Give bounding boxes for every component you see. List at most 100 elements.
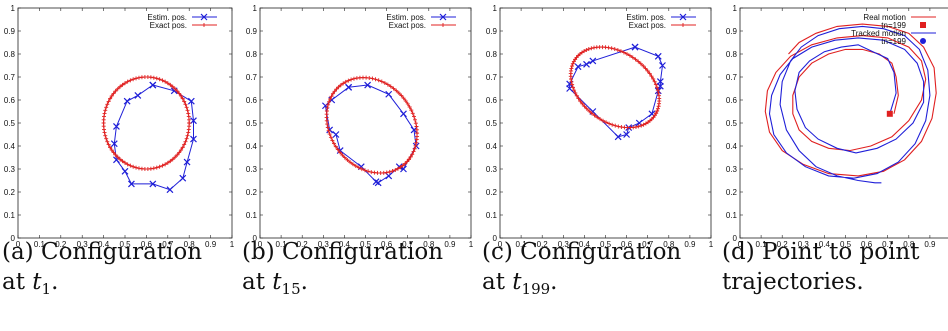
data-point-2 (168, 159, 173, 164)
data-point-1 (623, 131, 631, 138)
data-point-1 (372, 178, 380, 186)
y-tick-label: 0 (733, 234, 738, 243)
data-point-2 (362, 168, 367, 173)
data-point-2 (403, 99, 408, 104)
series-line-2 (570, 46, 660, 129)
data-point-1 (113, 123, 120, 130)
data-point-1 (127, 180, 135, 188)
y-tick-label: 0.3 (246, 165, 258, 174)
data-point-2 (186, 130, 191, 135)
data-point-2 (651, 76, 656, 81)
data-point-2 (326, 128, 331, 133)
data-point-1 (374, 179, 382, 187)
data-point-2 (109, 148, 114, 153)
data-point-2 (586, 47, 591, 52)
x-tick-label: 0 (258, 240, 263, 249)
data-point-2 (393, 167, 398, 172)
data-point-2 (325, 125, 330, 130)
data-point-2 (346, 78, 351, 83)
data-point-2 (175, 89, 180, 94)
data-point-2 (134, 165, 139, 170)
data-point-2 (409, 108, 414, 113)
data-point-2 (385, 82, 390, 87)
y-tick-label: 0.9 (4, 27, 16, 36)
data-point-2 (601, 118, 606, 123)
data-point-2 (163, 162, 168, 167)
legend-label: Estim. pos. (626, 13, 666, 22)
x-tick-label: 0.7 (162, 240, 174, 249)
data-point-2 (414, 140, 419, 145)
y-tick-label: 0.5 (246, 119, 258, 128)
data-point-2 (645, 68, 650, 73)
x-tick-label: 0.9 (444, 240, 456, 249)
x-tick-label: 0.9 (205, 240, 217, 249)
plot-frame (499, 7, 712, 239)
legend-label: Real motion (863, 13, 906, 22)
data-point-1 (183, 158, 191, 166)
data-point-2 (186, 111, 191, 116)
x-tick-label: 0.1 (516, 240, 528, 249)
caption-c-line1: (c) Configuration (482, 239, 682, 265)
y-tick-label: 0.4 (246, 142, 258, 151)
data-point-2 (165, 81, 170, 86)
data-point-1 (345, 83, 353, 91)
caption-c: (c) Configuration at t199. (482, 237, 681, 297)
y-tick-label: 0.6 (726, 96, 738, 105)
x-tick-label: 0.1 (276, 240, 288, 249)
caption-c-prefix: at (482, 269, 513, 295)
data-point-2 (102, 111, 107, 116)
y-tick-label: 0.1 (726, 211, 738, 220)
y-tick-label: 0.5 (486, 119, 498, 128)
data-point-2 (571, 59, 576, 64)
data-point-2 (131, 77, 136, 82)
legend-label: tn=199 (881, 37, 906, 46)
y-tick-label: 0.2 (486, 188, 498, 197)
data-point-2 (396, 91, 401, 96)
data-point-2 (106, 142, 111, 147)
data-point-2 (345, 157, 350, 162)
data-point-1 (656, 82, 664, 90)
y-tick-label: 0.3 (726, 165, 738, 174)
data-point-2 (182, 142, 187, 147)
data-point-2 (343, 79, 348, 84)
data-point-2 (570, 82, 575, 87)
data-point-2 (340, 153, 345, 158)
data-point-2 (584, 106, 589, 111)
data-point-2 (407, 157, 412, 162)
data-point-2 (413, 121, 418, 126)
data-point-2 (369, 170, 374, 175)
data-point-2 (630, 55, 635, 60)
data-point-1 (187, 97, 195, 105)
x-tick-label: 1 (469, 240, 474, 249)
data-point-2 (615, 47, 620, 52)
data-point-1 (123, 97, 131, 105)
data-point-2 (354, 76, 359, 81)
data-point-2 (394, 88, 399, 93)
data-point-2 (103, 108, 108, 113)
x-tick-label: 0.7 (642, 240, 654, 249)
data-point-2 (366, 169, 371, 174)
data-point-2 (570, 85, 575, 90)
data-point-2 (589, 46, 594, 51)
caption-b-sub: 15 (281, 280, 301, 298)
data-point-1 (659, 62, 666, 69)
data-point-2 (574, 93, 579, 98)
y-tick-label: 1 (733, 4, 738, 13)
x-tick-label: 0 (498, 240, 503, 249)
data-point-2 (578, 99, 583, 104)
data-point-2 (403, 161, 408, 166)
series-line-2 (768, 25, 931, 184)
data-point-2 (379, 79, 384, 84)
data-point-2 (353, 164, 358, 169)
caption-b-line1: (b) Configuration (242, 239, 444, 265)
data-point-2 (604, 120, 609, 125)
data-point-2 (359, 167, 364, 172)
data-point-2 (408, 154, 413, 159)
data-point-2 (115, 155, 120, 160)
y-tick-label: 0.5 (4, 119, 16, 128)
data-point-2 (405, 159, 410, 164)
data-point-2 (325, 105, 330, 110)
legend-marker (202, 23, 206, 27)
end-marker (886, 110, 893, 117)
caption-c-var: t (512, 269, 522, 295)
